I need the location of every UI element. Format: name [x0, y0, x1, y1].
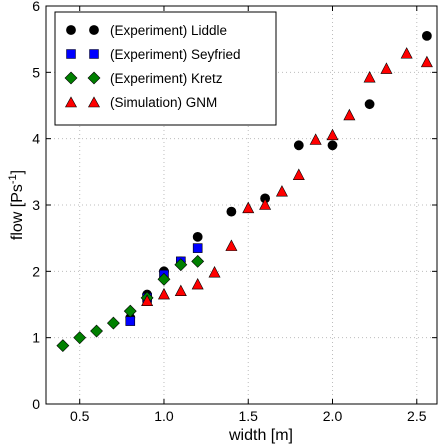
- data-point-square: [125, 316, 136, 326]
- data-point-triangle: [157, 287, 170, 300]
- data-marks: [56, 30, 433, 353]
- x-tick-label: 1.5: [239, 408, 259, 424]
- x-tick-label: 1.0: [154, 408, 174, 424]
- legend-marker-seyfried-2: [89, 49, 99, 59]
- data-point-triangle: [242, 201, 255, 214]
- legend-item-kretz: (Experiment) Kretz: [64, 71, 223, 86]
- legend-label-liddle: (Experiment) Liddle: [110, 23, 227, 38]
- data-point-circle: [364, 99, 375, 110]
- legend-label-seyfried: (Experiment) Seyfried: [110, 47, 241, 62]
- y-tick-label: 0: [32, 396, 40, 412]
- legend-marker-seyfried-1: [66, 49, 76, 59]
- y-tick-label: 1: [32, 330, 40, 346]
- data-point-diamond: [73, 331, 87, 345]
- data-point-triangle: [326, 128, 339, 141]
- data-point-triangle: [225, 239, 238, 251]
- data-point-circle: [226, 206, 237, 217]
- legend-item-seyfried: (Experiment) Seyfried: [66, 47, 241, 62]
- legend: (Experiment) Liddle (Experiment) Seyfrie…: [54, 11, 277, 126]
- data-point-circle: [327, 140, 338, 151]
- legend-marker-liddle-2: [89, 25, 99, 35]
- data-point-triangle: [141, 294, 154, 306]
- x-tick-label: 0.5: [70, 408, 90, 424]
- y-axis-label: flow [Ps-1]: [7, 170, 26, 240]
- data-point-diamond: [106, 316, 120, 330]
- legend-item-liddle: (Experiment) Liddle: [66, 23, 227, 38]
- data-point-diamond: [174, 258, 188, 272]
- y-tick-label: 6: [32, 0, 40, 14]
- data-point-triangle: [259, 198, 272, 210]
- legend-marker-kretz-2: [87, 71, 101, 85]
- data-point-triangle: [420, 55, 433, 68]
- data-point-diamond: [191, 254, 205, 268]
- x-tick-label: 2.0: [323, 408, 343, 424]
- data-point-triangle: [174, 284, 187, 297]
- data-point-diamond: [157, 272, 171, 286]
- legend-marker-gnm-1: [64, 96, 78, 108]
- y-tick-label: 4: [32, 131, 40, 147]
- y-axis-label-main: flow [Ps: [9, 184, 26, 240]
- y-tick-label: 5: [32, 64, 40, 80]
- series-4: [141, 47, 433, 306]
- data-point-triangle: [400, 47, 413, 59]
- y-axis-label-superscript: -1: [7, 174, 19, 184]
- data-point-triangle: [275, 185, 288, 197]
- data-point-triangle: [343, 108, 356, 121]
- data-point-diamond: [90, 324, 103, 338]
- data-point-diamond: [123, 304, 137, 318]
- data-point-circle: [421, 30, 432, 41]
- legend-marker-gnm-2: [87, 96, 101, 108]
- data-point-square: [192, 243, 203, 253]
- legend-label-kretz: (Experiment) Kretz: [110, 71, 223, 86]
- data-point-diamond: [56, 339, 70, 353]
- legend-label-gnm: (Simulation) GNM: [110, 95, 217, 110]
- y-tick-label: 2: [32, 263, 40, 279]
- legend-marker-kretz-1: [64, 71, 78, 85]
- x-tick-label: 2.5: [407, 408, 427, 424]
- axis-ticks: 0.5 1.0 1.5 2.0 2.5 0 1 2 3 4 5 6: [32, 0, 437, 424]
- data-point-triangle: [208, 266, 221, 278]
- data-point-triangle: [292, 168, 305, 180]
- x-axis-label: width [m]: [228, 427, 293, 444]
- y-axis-label-end: ]: [9, 170, 26, 174]
- legend-marker-liddle-1: [66, 25, 76, 35]
- data-point-circle: [293, 140, 304, 151]
- data-point-triangle: [309, 133, 322, 145]
- data-point-triangle: [363, 70, 376, 83]
- data-point-triangle: [191, 277, 204, 290]
- data-point-triangle: [380, 62, 393, 74]
- data-point-circle: [192, 231, 203, 242]
- legend-item-gnm: (Simulation) GNM: [64, 95, 217, 110]
- y-tick-label: 3: [32, 197, 40, 213]
